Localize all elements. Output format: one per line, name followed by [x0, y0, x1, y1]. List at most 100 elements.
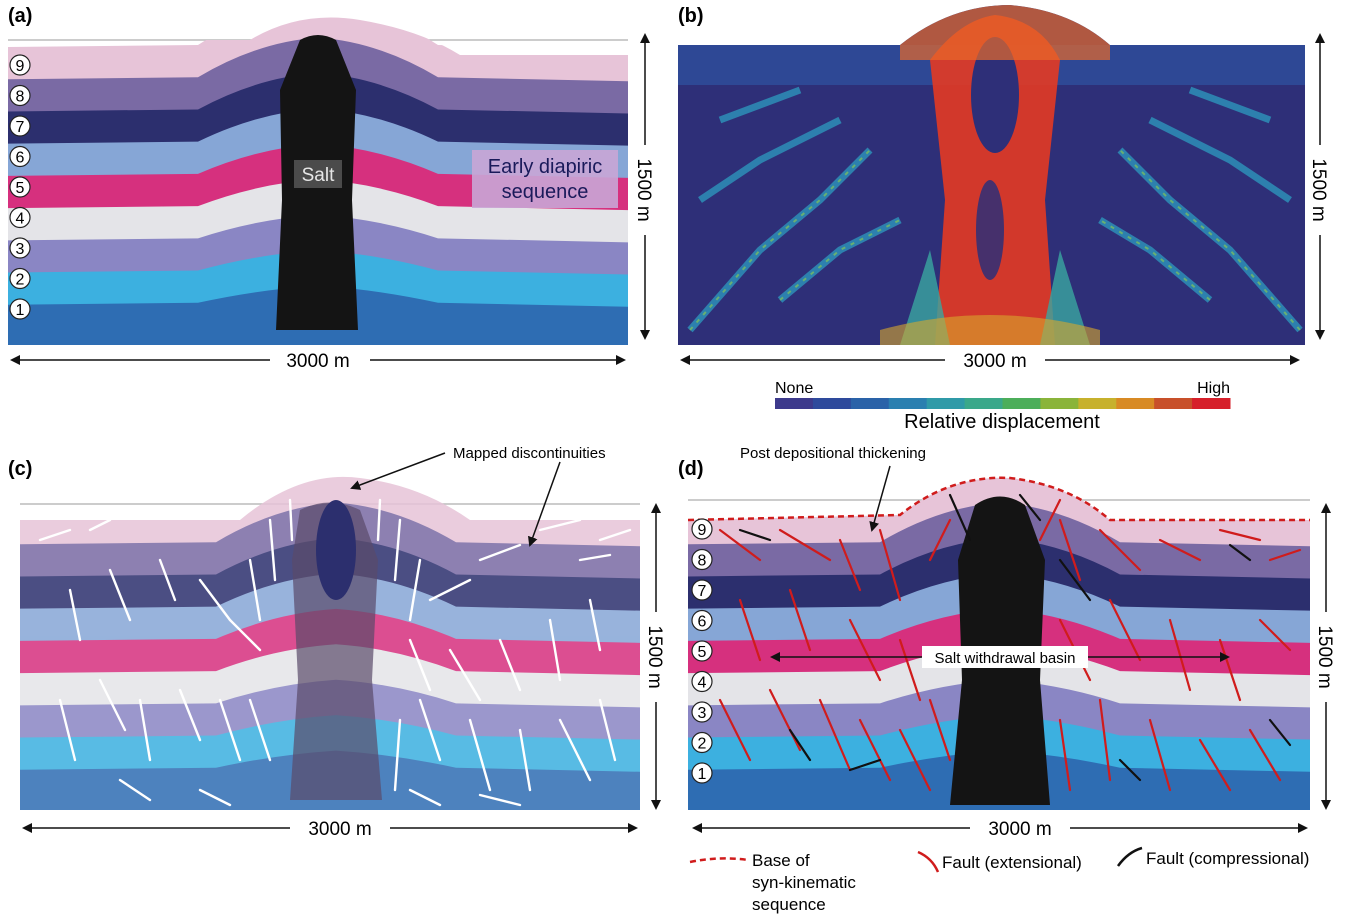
- layer-number-circle-5: [9, 176, 31, 198]
- panel-a-width-label: 3000 m: [286, 351, 349, 372]
- colorbar-cell: [850, 398, 890, 409]
- panel-d-layer-numbers: 1 2 3 4 5 6 7 8 9: [691, 518, 713, 784]
- layer-number-circle-4: [691, 670, 713, 693]
- legend-compressional-swatch: [1116, 846, 1143, 867]
- panel-c-annotation-arrow-1: [350, 452, 446, 490]
- panel-b: (b) 3000 m 1500 m: [678, 5, 1332, 372]
- layer-number-3: 3: [16, 241, 25, 258]
- legend-base-label-1: Base of: [752, 851, 810, 870]
- layer-number-circle-9: [691, 518, 713, 540]
- colorbar-cell: [1116, 398, 1155, 409]
- colorbar-cell: [812, 398, 852, 409]
- layer-number-7: 7: [698, 583, 707, 600]
- layer-number-circle-8: [9, 84, 31, 107]
- colorbar-cell: [926, 398, 966, 409]
- panel-a-label: (a): [8, 5, 32, 27]
- layer-number-circle-7: [691, 579, 713, 601]
- layer-number-circle-5: [691, 640, 713, 662]
- panel-b-width-label: 3000 m: [963, 351, 1026, 372]
- panel-a-sequence-label-2: sequence: [502, 181, 589, 203]
- colorbar-max-label: High: [1197, 380, 1230, 397]
- panel-c-width-label: 3000 m: [308, 819, 371, 840]
- layer-number-1: 1: [698, 766, 707, 783]
- panel-a-layer-numbers: 1 2 3 4 5 6 7 8 9: [9, 54, 31, 320]
- layer-number-4: 4: [16, 211, 25, 228]
- panel-a-sequence-label-box: [472, 150, 618, 208]
- colorbar-cell: [888, 398, 928, 409]
- layer-number-7: 7: [16, 119, 25, 136]
- legend-extensional-label: Fault (extensional): [942, 853, 1082, 872]
- colorbar-cell: [1192, 398, 1231, 409]
- panel-d-width-label: 3000 m: [988, 819, 1051, 840]
- legend-compressional-label: Fault (compressional): [1146, 849, 1309, 868]
- layer-number-2: 2: [16, 272, 25, 289]
- layer-number-circle-6: [9, 145, 31, 168]
- panel-c-salt-region: [290, 502, 382, 800]
- layer-number-4: 4: [698, 675, 707, 692]
- layer-number-3: 3: [698, 705, 707, 722]
- layer-number-circle-3: [9, 237, 31, 259]
- layer-number-5: 5: [16, 180, 25, 197]
- panel-d-syn-kinematic-base: [687, 476, 1310, 522]
- panel-c-height-label-bg: [644, 612, 668, 702]
- layer-number-1: 1: [16, 302, 25, 319]
- panel-d-height-label: 1500 m: [1314, 625, 1335, 688]
- panel-a-width-label-bg: [270, 348, 370, 372]
- panel-b-width-label-bg: [945, 348, 1045, 372]
- colorbar-cell: [1154, 398, 1193, 409]
- panel-d-label: (d): [678, 458, 704, 480]
- legend: Base of syn-kinematic sequence Fault (ex…: [689, 846, 1309, 914]
- panel-a-height-label: 1500 m: [633, 158, 654, 221]
- layer-number-9: 9: [698, 522, 707, 539]
- layer-number-9: 9: [16, 58, 25, 75]
- panel-c: (c) Mapped discontinuities 3000 m 1500 m: [8, 445, 668, 840]
- panel-d-basin-label-bg: [922, 646, 1088, 668]
- panel-c-width-label-bg: [290, 816, 390, 840]
- colorbar-cell: [1040, 398, 1079, 409]
- panel-a-salt-label: Salt: [302, 165, 335, 186]
- colorbar-cell: [1078, 398, 1117, 409]
- panel-b-label: (b): [678, 5, 704, 27]
- layer-number-circle-2: [691, 731, 713, 754]
- layer-number-circle-1: [9, 298, 31, 320]
- panel-c-annotation-arrow-2: [528, 461, 561, 547]
- panel-d-height-label-bg: [1314, 612, 1338, 702]
- panel-b-displacement-field: [678, 5, 1305, 345]
- panel-a-salt-label-box: [294, 160, 342, 188]
- colorbar: None High Relative displacement: [775, 380, 1231, 433]
- layer-number-circle-3: [691, 701, 713, 723]
- panel-d-compressional-faults: [738, 493, 1292, 782]
- panel-d-annotation-arrow: [869, 465, 891, 532]
- panel-b-height-label: 1500 m: [1308, 158, 1329, 221]
- layer-number-circle-7: [9, 115, 31, 137]
- panel-d-annotation: Post depositional thickening: [740, 445, 926, 462]
- panel-c-annotation: Mapped discontinuities: [453, 445, 606, 462]
- panel-d-width-label-bg: [970, 816, 1070, 840]
- layer-number-circle-6: [691, 609, 713, 632]
- layer-number-5: 5: [698, 644, 707, 661]
- legend-base-label-2: syn-kinematic: [752, 873, 856, 892]
- panel-d-layers: [688, 477, 1310, 810]
- layer-number-2: 2: [698, 736, 707, 753]
- layer-number-circle-9: [9, 54, 31, 76]
- colorbar-cell: [1002, 398, 1041, 409]
- panel-c-height-label: 1500 m: [644, 625, 665, 688]
- legend-base-swatch: [689, 857, 749, 864]
- colorbar-cells: [775, 398, 1231, 409]
- legend-extensional-swatch: [917, 850, 940, 873]
- layer-number-8: 8: [16, 89, 25, 106]
- colorbar-cell: [964, 398, 1003, 409]
- legend-base-label-3: sequence: [752, 895, 826, 914]
- panel-a-sequence-label-1: Early diapiric: [488, 156, 602, 178]
- layer-number-circle-8: [691, 548, 713, 571]
- colorbar-title: Relative displacement: [904, 411, 1100, 433]
- panel-a: (a) Salt Early diapiric sequence 1 2 3 4 5 6 7…: [8, 5, 657, 372]
- layer-number-circle-1: [691, 762, 713, 784]
- colorbar-cell: [775, 398, 814, 409]
- panel-d-basin-label: Salt withdrawal basin: [935, 650, 1076, 667]
- layer-number-6: 6: [16, 150, 25, 167]
- layer-number-8: 8: [698, 553, 707, 570]
- layer-number-circle-2: [9, 267, 31, 290]
- panel-c-salt-core: [316, 500, 356, 600]
